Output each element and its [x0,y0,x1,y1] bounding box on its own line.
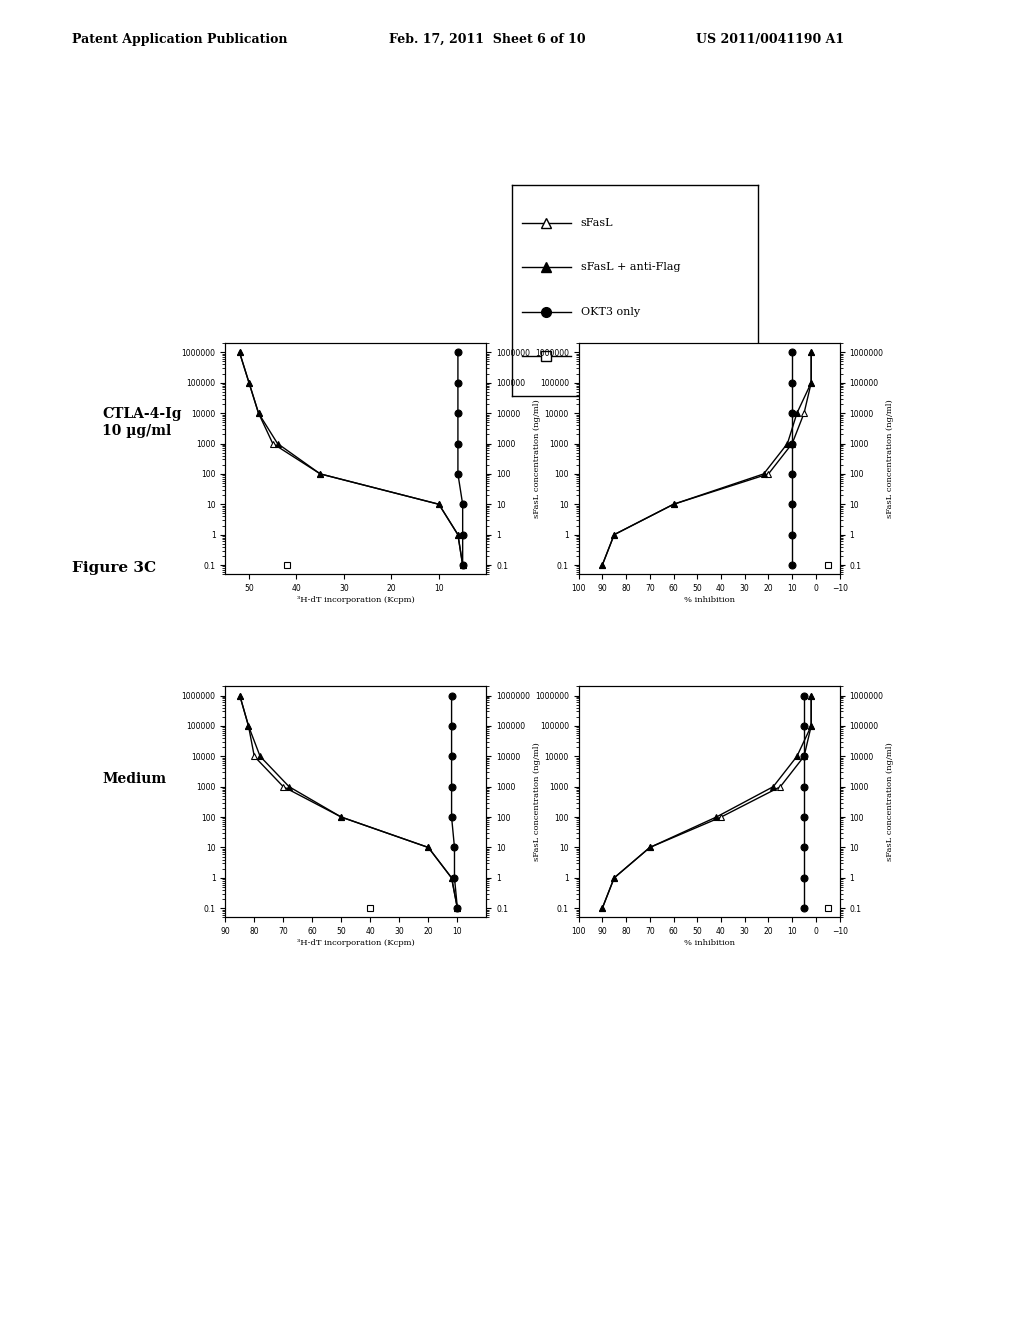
Text: Medium: Medium [102,772,167,785]
Y-axis label: sFasL concentration (ng/ml): sFasL concentration (ng/ml) [886,743,894,861]
Text: Figure 3C: Figure 3C [72,561,156,574]
Y-axis label: sFasL concentration (ng/ml): sFasL concentration (ng/ml) [886,400,894,517]
Y-axis label: sFasL concentration (ng/ml): sFasL concentration (ng/ml) [532,400,541,517]
Text: US 2011/0041190 A1: US 2011/0041190 A1 [696,33,845,46]
X-axis label: ³H-dT incorporation (Kcpm): ³H-dT incorporation (Kcpm) [297,939,415,946]
Text: Patent Application Publication: Patent Application Publication [72,33,287,46]
Text: OKT3 only: OKT3 only [581,306,640,317]
X-axis label: % inhibition: % inhibition [684,595,734,603]
X-axis label: ³H-dT incorporation (Kcpm): ³H-dT incorporation (Kcpm) [297,595,415,603]
Y-axis label: sFasL concentration (ng/ml): sFasL concentration (ng/ml) [532,743,541,861]
Text: CTLA-4-Ig
10 µg/ml: CTLA-4-Ig 10 µg/ml [102,408,182,437]
Text: Feb. 17, 2011  Sheet 6 of 10: Feb. 17, 2011 Sheet 6 of 10 [389,33,586,46]
X-axis label: % inhibition: % inhibition [684,939,734,946]
Text: no OKT3: no OKT3 [581,351,630,360]
Text: sFasL + anti-Flag: sFasL + anti-Flag [581,263,680,272]
Text: sFasL: sFasL [581,218,613,228]
